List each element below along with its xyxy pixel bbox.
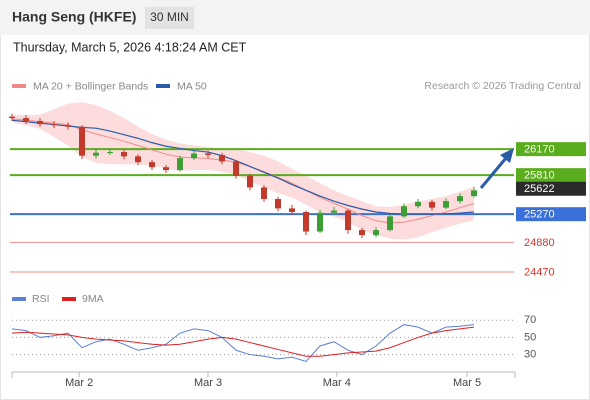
candle-body <box>345 210 351 231</box>
candle-body <box>9 116 15 119</box>
candle-body <box>23 118 29 121</box>
candle-body <box>359 230 365 236</box>
legend-label: MA 50 <box>177 80 207 92</box>
candle-body <box>387 216 393 231</box>
candle-body <box>331 210 337 213</box>
candle-body <box>401 206 407 217</box>
candle-body <box>443 201 449 208</box>
last-price-box <box>516 181 586 196</box>
candle-body <box>373 230 379 236</box>
rsi-legend-swatch <box>62 297 76 301</box>
interval-badge <box>145 7 194 29</box>
rsi-tick-label: 70 <box>524 314 536 326</box>
candle-body <box>247 175 253 188</box>
arrow-head <box>500 148 514 163</box>
ma20-line <box>11 118 475 224</box>
candle-body <box>289 208 295 213</box>
chart-title: Hang Seng (HKFE) <box>12 9 136 25</box>
arrow-shaft <box>479 157 508 189</box>
candle-body <box>107 152 113 154</box>
level-label-box <box>516 207 586 222</box>
legend-label: MA 20 + Bollinger Bands <box>33 80 148 92</box>
rsi-tick-label: 30 <box>524 348 536 360</box>
x-tick-label: Mar 5 <box>453 377 481 389</box>
level-label: 24880 <box>524 237 555 249</box>
candle-body <box>205 153 211 155</box>
candle-body <box>93 152 99 156</box>
forecast-arrow <box>479 148 514 189</box>
ma50-line <box>11 119 475 215</box>
bollinger-band <box>12 102 474 240</box>
candle-body <box>219 154 225 162</box>
rsi-legend-label: 9MA <box>82 293 104 305</box>
rsi-ma-line <box>11 326 475 357</box>
candle-body <box>415 201 421 207</box>
x-tick-label: Mar 4 <box>323 377 351 389</box>
rsi-line <box>11 324 475 362</box>
candle-body <box>149 162 155 168</box>
legend-swatch <box>12 84 26 88</box>
timestamp: Thursday, March 5, 2026 4:18:24 AM CET <box>13 40 247 54</box>
candle-body <box>457 196 463 202</box>
interval: 30 MIN <box>150 10 189 24</box>
candle-body <box>261 187 267 200</box>
candle-body <box>79 126 85 156</box>
level-label-box <box>516 168 586 183</box>
candle-body <box>65 125 71 127</box>
rsi-legend-swatch <box>12 297 26 301</box>
candle-body <box>233 161 239 176</box>
level-label: 26170 <box>524 144 555 156</box>
level-label-box <box>516 142 586 157</box>
candle-body <box>177 158 183 171</box>
candle-body <box>471 190 477 197</box>
x-tick-label: Mar 2 <box>65 377 93 389</box>
level-label: 25810 <box>524 170 555 182</box>
candle-body <box>191 153 197 159</box>
candle-body <box>135 156 141 163</box>
header-bar <box>0 0 590 35</box>
candle-body <box>163 167 169 171</box>
last-price-label: 25622 <box>524 183 555 195</box>
candle-body <box>429 201 435 208</box>
candle-body <box>51 124 57 126</box>
candle-body <box>317 212 323 232</box>
candle-body <box>37 120 43 125</box>
credit: Research © 2026 Trading Central <box>424 80 581 92</box>
level-label: 25270 <box>524 209 555 221</box>
candle-body <box>275 199 281 209</box>
candle-body <box>303 212 309 232</box>
level-label: 24470 <box>524 266 555 278</box>
plot: 26170 25810 25270 24880 24470 25622 MA 20 + Bo… <box>9 80 586 389</box>
rsi-legend-label: RSI <box>32 293 50 305</box>
x-tick-label: Mar 3 <box>194 377 222 389</box>
candle-body <box>121 152 127 157</box>
legend-swatch <box>156 84 170 88</box>
rsi-tick-label: 50 <box>524 331 536 343</box>
